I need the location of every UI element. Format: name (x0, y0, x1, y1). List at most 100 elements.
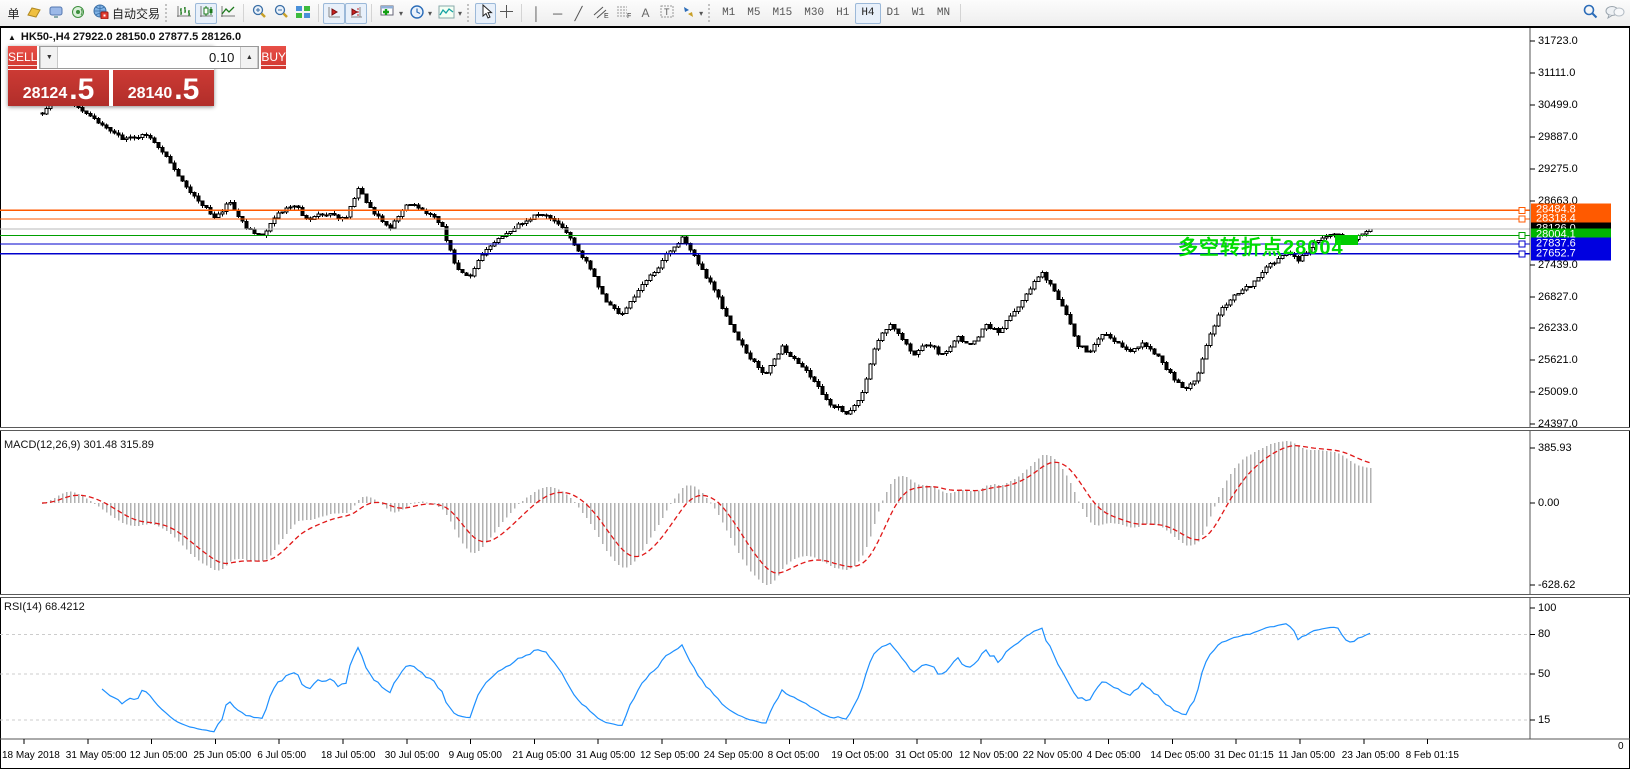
indicators-button[interactable]: ▾ (435, 3, 465, 24)
rsi-zero-tick: 0 (1618, 741, 1624, 752)
rsi-axis-tick: 15 (1538, 714, 1551, 727)
sell-button[interactable]: SELL (8, 46, 38, 69)
timeframe-m5-button[interactable]: M5 (747, 7, 761, 19)
arrows-button[interactable]: ▾ (678, 3, 706, 24)
price-axis-tick: 29275.0 (1538, 163, 1578, 175)
indicators-icon (438, 5, 455, 22)
clock-icon (409, 4, 425, 23)
text-button[interactable]: A (635, 3, 656, 24)
collapse-panel-icon[interactable]: ▲ (8, 33, 16, 42)
macd-rsi-splitter[interactable] (0, 594, 1630, 598)
price-axis-tick: 25621.0 (1538, 354, 1578, 366)
auto-scroll-icon (326, 5, 342, 22)
price-axis-tick: 26233.0 (1538, 322, 1578, 334)
volume-increase-button[interactable]: ▲ (240, 47, 259, 68)
horizontal-line-icon: ─ (552, 5, 563, 21)
time-axis-label: 8 Oct 05:00 (767, 750, 820, 761)
timeframe-h1-button[interactable]: H1 (836, 7, 850, 19)
autotrading-label: 自动交易 (112, 6, 161, 21)
bar-chart-icon (176, 4, 192, 22)
timeframe-w1-button[interactable]: W1 (911, 7, 925, 19)
zoom-in-button[interactable] (248, 3, 270, 24)
trendline-button[interactable]: ╱ (568, 3, 589, 24)
timeframe-d1-button[interactable]: D1 (886, 7, 900, 19)
zoom-out-icon (273, 4, 289, 23)
arrows-icon (681, 5, 696, 22)
terminal-button[interactable] (45, 3, 67, 24)
rsi-axis-tick: 80 (1538, 628, 1551, 641)
chart-shift-button[interactable] (345, 2, 368, 24)
sell-price-button[interactable]: 28124.5 (8, 70, 109, 106)
tile-windows-button[interactable] (292, 3, 314, 24)
price-line-label: 27652.7 (1531, 247, 1611, 261)
candlestick-chart-icon (198, 4, 214, 22)
new-chart-dropdown-caret[interactable]: ▾ (399, 8, 404, 18)
chat-button[interactable] (1602, 3, 1628, 24)
new-chart-button[interactable]: ▾ (376, 3, 406, 24)
toolbar-grip3[interactable] (708, 4, 712, 22)
price-axis-tick: 25009.0 (1538, 386, 1578, 398)
toolbar-grip[interactable] (165, 4, 169, 22)
time-axis-label: 11 Jan 05:00 (1278, 750, 1336, 761)
time-axis-label: 6 Jul 05:00 (257, 750, 307, 761)
autotrading-icon (92, 4, 109, 22)
auto-scroll-button[interactable] (323, 2, 346, 24)
autotrading-button[interactable]: 自动交易 (89, 3, 163, 24)
buy-price-pips: .5 (174, 73, 200, 106)
time-axis-label: 12 Nov 05:00 (959, 750, 1019, 761)
text-label-button[interactable]: T (656, 3, 678, 24)
new-order-button[interactable]: 单 (2, 3, 23, 24)
new-order-label: 单 (7, 6, 20, 21)
main-macd-splitter[interactable] (0, 427, 1630, 431)
chart-shift-icon (348, 5, 364, 22)
volume-decrease-button[interactable]: ▼ (40, 47, 59, 68)
zoom-in-icon (251, 4, 267, 23)
time-axis-label: 14 Dec 05:00 (1150, 750, 1210, 761)
main-toolbar: 单 自动交易 (0, 0, 1630, 26)
indicators-dropdown-caret[interactable]: ▾ (458, 8, 463, 18)
channel-button[interactable]: E (589, 3, 612, 24)
chart-title-text: HK50-,H4 27922.0 28150.0 27877.5 28126.0 (20, 31, 242, 43)
vertical-line-button[interactable]: │ (526, 3, 547, 24)
equidistant-channel-icon: E (592, 4, 609, 22)
timeframe-h4-button[interactable]: H4 (855, 2, 881, 24)
time-axis-label: 12 Jun 05:00 (129, 750, 188, 761)
timeframe-mn-button[interactable]: MN (936, 7, 951, 19)
time-axis-label: 31 May 05:00 (65, 750, 127, 761)
timeframe-m1-button[interactable]: M1 (722, 7, 736, 19)
signals-button[interactable] (67, 3, 89, 24)
periods-button[interactable]: ▾ (406, 3, 435, 24)
horizontal-line-button[interactable]: ─ (547, 3, 568, 24)
text-label-icon: T (659, 4, 675, 22)
candlestick-chart-button[interactable] (195, 2, 218, 24)
sell-button-label: SELL (8, 49, 38, 66)
buy-price-button[interactable]: 28140.5 (113, 70, 214, 106)
terminal-icon (48, 5, 64, 22)
chart-annotation-text[interactable]: 多空转折点28004 (1178, 237, 1344, 259)
time-axis-label: 24 Sep 05:00 (703, 750, 764, 761)
volume-spinner: ▼ ▲ (39, 46, 260, 69)
cursor-button[interactable] (475, 2, 497, 24)
volume-input[interactable] (58, 47, 241, 68)
price-axis-tick: 26827.0 (1538, 291, 1578, 303)
search-button[interactable] (1579, 3, 1602, 24)
fibonacci-button[interactable]: F (612, 3, 635, 24)
periods-dropdown-caret[interactable]: ▾ (428, 8, 433, 18)
arrows-dropdown-caret[interactable]: ▾ (699, 8, 704, 18)
buy-button[interactable]: BUY (261, 46, 287, 69)
crosshair-button[interactable] (496, 3, 517, 24)
timeframe-m30-button[interactable]: M30 (804, 7, 825, 19)
zoom-out-button[interactable] (270, 3, 292, 24)
macd-axis-tick: -628.62 (1538, 579, 1576, 591)
timeframe-m15-button[interactable]: M15 (772, 7, 793, 19)
time-axis-label: 31 Aug 05:00 (576, 750, 636, 761)
rsi-pane-label: RSI(14) 68.4212 (4, 601, 85, 613)
text-icon: A (641, 5, 650, 20)
line-chart-button[interactable] (217, 3, 239, 24)
timeframe-toolbar: M1 M5 M15 M30 H1 H4 D1 W1 MN (716, 2, 956, 24)
macd-axis-tick: 0.00 (1538, 497, 1560, 509)
price-list-button[interactable] (23, 3, 45, 24)
toolbar-grip2[interactable] (467, 4, 471, 22)
bar-chart-button[interactable] (173, 3, 195, 24)
